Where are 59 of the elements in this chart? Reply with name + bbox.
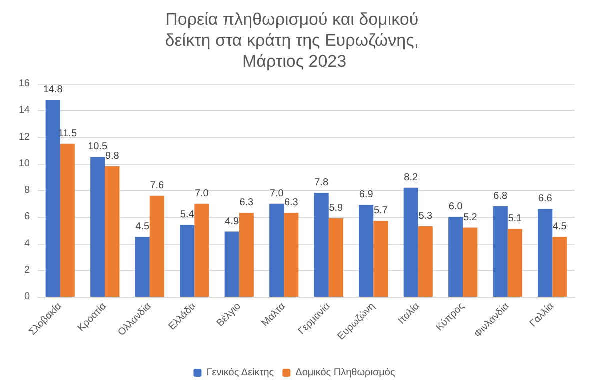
bar	[150, 196, 164, 297]
y-tick-label: 6	[24, 212, 30, 223]
y-tick-label: 0	[24, 292, 30, 302]
bar	[224, 232, 240, 297]
data-label: 6.8	[494, 190, 508, 202]
data-label: 6.3	[284, 198, 299, 209]
y-tick-label: 8	[24, 185, 30, 196]
bar	[493, 206, 508, 297]
data-label: 5.3	[418, 210, 434, 222]
data-label: 4.5	[136, 222, 150, 233]
data-label: 6.6	[538, 194, 553, 205]
legend-label: Δομικός Πληθωρισμός	[296, 368, 396, 378]
bar	[180, 225, 195, 297]
data-label: 5.9	[329, 202, 344, 214]
data-label: 7.6	[150, 180, 165, 192]
y-tick-label: 10	[18, 158, 30, 170]
bar	[508, 229, 522, 297]
data-label: 6.0	[448, 202, 464, 213]
bar	[359, 205, 374, 297]
data-label: 6.3	[240, 198, 254, 209]
bar	[552, 237, 568, 297]
bar	[135, 237, 150, 297]
y-tick-label: 16	[18, 78, 30, 90]
data-label: 5.2	[463, 212, 478, 224]
y-tick-label: 14	[18, 105, 30, 116]
bar	[538, 209, 553, 297]
y-tick-label: 12	[18, 132, 30, 143]
data-label: 7.0	[270, 188, 284, 200]
bar	[463, 228, 478, 297]
bar	[90, 157, 106, 297]
data-label: 6.9	[359, 190, 374, 201]
bar	[239, 213, 254, 297]
bar	[270, 204, 284, 297]
legend-label: Γενικός Δείκτης	[206, 368, 274, 378]
y-tick-label: 4	[24, 238, 30, 250]
data-label: 5.7	[374, 206, 388, 217]
bar	[105, 166, 120, 297]
bar	[60, 144, 75, 297]
bar	[314, 193, 329, 297]
bar	[404, 188, 418, 297]
bar	[418, 226, 433, 297]
bar	[328, 218, 344, 297]
bar	[46, 100, 60, 297]
data-label: 7.8	[314, 178, 329, 189]
data-label: 8.2	[404, 172, 418, 184]
data-label: 7.0	[194, 188, 210, 200]
chart-title: Πορεία πληθωρισμού και δομικού δείκτη στα κράτη της Ευρωζώνης, Μάρτιος 2023	[165, 10, 424, 71]
bar	[374, 221, 388, 297]
bar	[284, 213, 299, 297]
data-label: 5.1	[508, 214, 523, 225]
data-label: 9.8	[105, 151, 120, 162]
data-label: 4.9	[225, 216, 240, 228]
data-label: 10.5	[88, 142, 108, 153]
bar	[448, 217, 464, 297]
y-tick-label: 2	[24, 264, 30, 276]
data-label: 4.5	[552, 222, 568, 233]
bar	[194, 204, 210, 297]
data-label: 5.4	[180, 210, 195, 221]
data-label: 14.8	[43, 84, 64, 96]
